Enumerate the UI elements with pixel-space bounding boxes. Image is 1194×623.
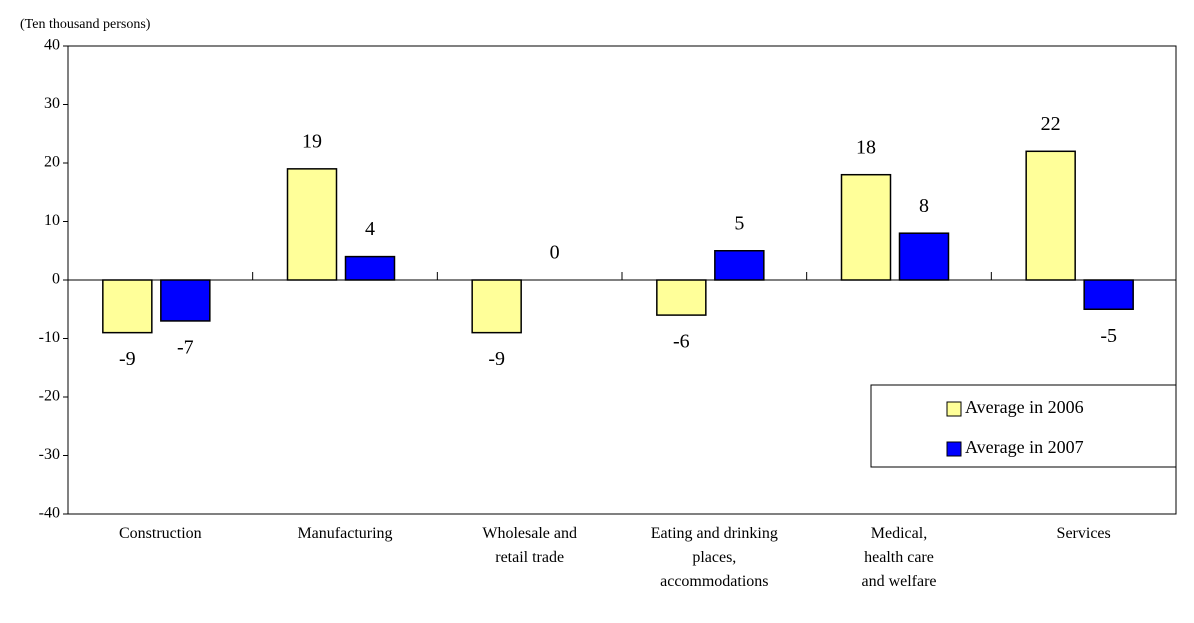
legend-label: Average in 2006 [965, 397, 1084, 417]
data-label: -6 [673, 331, 690, 353]
y-tick-label: -10 [39, 329, 60, 346]
y-tick-label: 10 [44, 212, 60, 229]
legend-label: Average in 2007 [965, 437, 1084, 457]
y-tick-label: 30 [44, 95, 60, 112]
bar [714, 250, 765, 281]
y-axis-label: (Ten thousand persons) [20, 17, 151, 32]
y-tick-label: -30 [39, 446, 60, 463]
bar [898, 232, 950, 281]
data-label: 18 [856, 136, 876, 158]
x-tick-label: Construction [118, 525, 202, 542]
y-tick-label: 40 [44, 37, 60, 54]
data-label: -9 [119, 348, 136, 370]
data-label: -9 [488, 348, 505, 370]
bar [286, 168, 338, 281]
data-label: -5 [1100, 325, 1117, 347]
bar [840, 173, 892, 281]
bar [1083, 279, 1134, 310]
x-tick-label: Services [1056, 525, 1111, 542]
legend-swatch [946, 401, 962, 417]
y-tick-label: -40 [39, 505, 60, 522]
y-tick-label: 20 [44, 154, 60, 171]
bar [1025, 150, 1076, 281]
bar [102, 279, 153, 334]
data-label: -7 [177, 337, 194, 359]
x-tick-label: Medical, health care and welfare [861, 525, 937, 590]
data-label: 4 [365, 218, 375, 240]
bar [471, 279, 522, 334]
y-tick-label: -20 [39, 388, 60, 405]
x-tick-label: Eating and drinking places, accommodatio… [650, 525, 778, 590]
bar [160, 279, 211, 322]
data-label: 8 [919, 195, 929, 217]
data-label: 0 [550, 242, 560, 264]
x-tick-label: Manufacturing [297, 525, 393, 542]
legend-swatch [946, 441, 962, 457]
data-label: 22 [1041, 113, 1061, 135]
legend-box [870, 384, 1177, 468]
data-label: 5 [734, 212, 744, 234]
bar [656, 279, 707, 316]
y-tick-label: 0 [52, 271, 60, 288]
bar [344, 255, 396, 281]
x-tick-label: Wholesale and retail trade [482, 525, 577, 566]
data-label: 19 [302, 130, 322, 152]
